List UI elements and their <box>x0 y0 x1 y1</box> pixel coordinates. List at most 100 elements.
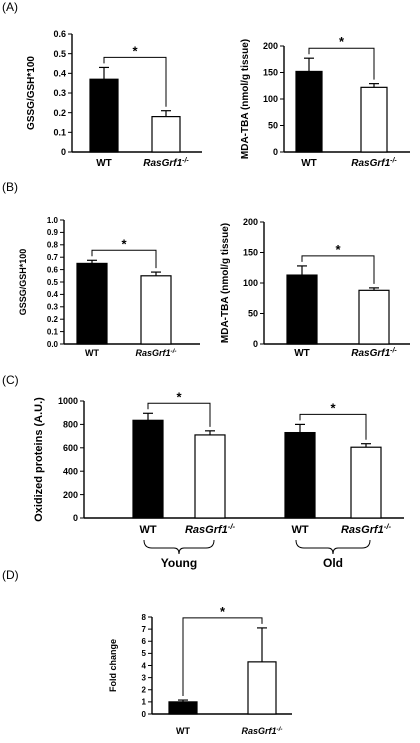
bar <box>140 275 172 345</box>
y-tick-label: 0 <box>73 513 78 523</box>
significance-bracket <box>182 617 263 697</box>
y-tick-label: 50 <box>268 121 278 131</box>
significance-star: * <box>339 34 345 49</box>
y-axis-title: MDA-TBA (nmol/g tissue) <box>220 223 231 343</box>
y-tick-label: 4 <box>142 661 147 670</box>
y-tick-label: 200 <box>243 217 258 227</box>
y-tick-label: 0.3 <box>53 88 66 98</box>
y-tick-label: 0.4 <box>53 68 66 78</box>
bar <box>295 70 323 153</box>
significance-star: * <box>132 43 138 58</box>
bar <box>286 274 318 345</box>
y-tick-label: 7 <box>142 625 147 634</box>
chart-1: 0 0.1 0.2 0.3 0.4 0.5 0.6 GSSG/GSH*100 WT RasGrf1… <box>26 29 202 169</box>
bar <box>132 419 164 519</box>
y-axis-title: GSSG/GSH*100 <box>18 249 28 316</box>
x-tick-label: WT <box>176 726 190 736</box>
x-tick-label: WT <box>85 348 99 358</box>
bar <box>247 661 277 715</box>
y-tick-label: 0.2 <box>53 108 66 118</box>
x-tick-label: RasGrf1-/- <box>351 158 397 170</box>
y-tick-label: 0.5 <box>53 49 66 59</box>
x-tick-label: RasGrf1-/- <box>341 522 391 536</box>
panel-label-c: (C) <box>2 373 19 387</box>
y-tick-label: 0.8 <box>47 241 59 250</box>
bar <box>358 289 390 345</box>
y-tick-label: 600 <box>63 443 78 453</box>
y-tick-label: 2 <box>142 686 147 695</box>
panel-label-b: (B) <box>2 180 18 194</box>
x-tick-label: WT <box>96 158 112 169</box>
y-axis-title: Oxidized proteins (A.U.) <box>33 397 45 522</box>
y-axis-title: Fold change <box>108 639 118 692</box>
y-tick-label: 100 <box>243 278 258 288</box>
bar <box>168 701 198 715</box>
chart-2: 0 50 100 150 200 MDA-TBA (nmol/g tissue) WT Ras… <box>240 34 410 169</box>
y-tick-label: 50 <box>248 309 258 319</box>
group-label: Young <box>161 556 197 570</box>
y-tick-label: 1.0 <box>47 216 59 225</box>
group-brace <box>295 539 371 555</box>
y-tick-label: 1000 <box>58 396 78 406</box>
y-tick-label: 8 <box>142 613 147 622</box>
y-tick-label: 0 <box>142 710 147 719</box>
significance-bracket <box>299 413 367 440</box>
bar <box>151 115 181 153</box>
significance-star: * <box>335 242 341 257</box>
y-tick-label: 0.7 <box>47 253 59 262</box>
significance-star: * <box>220 604 226 619</box>
x-tick-label: WT <box>139 524 156 536</box>
bar <box>284 431 316 519</box>
significance-star: * <box>330 400 336 415</box>
y-tick-label: 0 <box>253 339 258 349</box>
x-tick-label: WT <box>291 524 308 536</box>
y-axis-title: GSSG/GSH*100 <box>26 56 37 130</box>
significance-star: * <box>176 389 182 404</box>
y-tick-label: 0 <box>273 147 278 157</box>
y-tick-label: 0.6 <box>53 29 66 39</box>
y-tick-label: 0.3 <box>47 303 59 312</box>
bar <box>360 86 388 153</box>
y-axis-title: MDA-TBA (nmol/g tissue) <box>240 39 251 159</box>
significance-star: * <box>121 236 127 251</box>
y-tick-label: 100 <box>263 94 278 104</box>
y-tick-label: 0.6 <box>47 265 59 274</box>
bar <box>89 78 119 153</box>
chart-3: 0.0 0.1 0.2 0.3 0.4 0.5 0.6 0.7 0.8 0.9 1.0 GSSG/GS… <box>18 216 200 358</box>
significance-bracket <box>147 402 211 427</box>
y-tick-label: 200 <box>63 490 78 500</box>
y-tick-label: 0.1 <box>47 327 59 336</box>
y-tick-label: 0.9 <box>47 228 59 237</box>
y-tick-label: 0.4 <box>47 290 59 299</box>
panel-label-a: (A) <box>2 0 18 14</box>
y-tick-label: 0.5 <box>47 278 59 287</box>
x-tick-label: WT <box>301 158 317 169</box>
y-tick-label: 200 <box>263 41 278 51</box>
x-tick-label: RasGrf1-/- <box>242 726 283 736</box>
y-tick-label: 6 <box>142 637 147 646</box>
y-tick-label: 0 <box>61 147 66 157</box>
significance-bracket <box>308 47 375 80</box>
y-tick-label: 0.0 <box>47 340 59 349</box>
x-tick-label: RasGrf1-/- <box>351 348 397 360</box>
bar <box>350 446 382 519</box>
y-tick-label: 0.1 <box>53 127 66 137</box>
panel-label-d: (D) <box>2 568 19 582</box>
x-tick-label: RasGrf1-/- <box>185 522 235 536</box>
y-tick-label: 150 <box>243 248 258 258</box>
group-brace <box>143 539 215 555</box>
y-tick-label: 150 <box>263 68 278 78</box>
chart-4: 0 50 100 150 200 MDA-TBA (nmol/g tissue) WT Ras… <box>220 217 410 359</box>
y-tick-label: 1 <box>142 698 147 707</box>
bar <box>76 262 108 345</box>
y-tick-label: 400 <box>63 466 78 476</box>
bar <box>194 434 226 519</box>
x-tick-label: RasGrf1-/- <box>136 348 177 358</box>
significance-bracket <box>91 249 157 269</box>
chart-6: 0 1 2 3 4 5 6 7 8 Fold change WT RasGrf1-/- * <box>108 604 292 736</box>
chart-5: 0 200 400 600 800 1000 Oxidized proteins (A.U.… <box>33 389 404 570</box>
y-tick-label: 0.2 <box>47 315 59 324</box>
group-label: Old <box>323 556 343 570</box>
significance-bracket <box>301 255 375 284</box>
